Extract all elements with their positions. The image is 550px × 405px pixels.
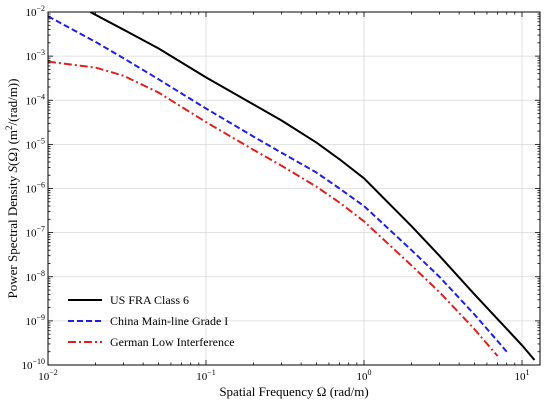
y-axis-title-func: S	[5, 165, 20, 172]
series-line-2	[48, 15, 508, 353]
series-line-1	[89, 12, 536, 361]
series-lines	[48, 12, 536, 361]
y-axis-title-mid: (Ω) (m	[5, 130, 20, 166]
y-tick-label: 10−6	[25, 181, 45, 196]
x-tick-label: 100	[356, 368, 371, 383]
y-axis-title: Power Spectral Density S(Ω) (m2/(rad/m))	[4, 79, 20, 299]
y-tick-label: 10−2	[25, 4, 45, 19]
legend: US FRA Class 6 China Main-line Grade I Ger…	[68, 293, 235, 349]
legend-label-2: China Main-line Grade I	[110, 314, 228, 328]
x-axis-title: Spatial Frequency Ω (rad/m)	[219, 384, 368, 399]
y-tick-label: 10−3	[25, 48, 45, 63]
y-axis-title-suffix: /(rad/m))	[5, 79, 20, 126]
y-axis-title-prefix: Power Spectral Density	[5, 172, 20, 298]
x-tick-label: 10−2	[38, 368, 58, 383]
y-tick-label: 10−10	[21, 357, 45, 372]
x-tick-label: 10−1	[196, 368, 216, 383]
axis-ticks	[47, 11, 540, 366]
legend-label-3: German Low Interference	[110, 335, 235, 349]
y-tick-label: 10−4	[25, 92, 45, 107]
y-axis-title-sup: 2	[4, 125, 14, 130]
tick-labels: 10−2 10−1 100 101 10−10 10−9 10−8 10−7 10−6 10−5 1…	[21, 4, 529, 383]
y-tick-label: 10−8	[25, 269, 45, 284]
legend-label-1: US FRA Class 6	[110, 293, 189, 307]
grid	[47, 11, 540, 366]
y-tick-label: 10−9	[25, 313, 45, 328]
x-tick-label: 101	[514, 368, 529, 383]
series-line-3	[48, 60, 499, 357]
y-tick-label: 10−7	[25, 225, 45, 240]
y-tick-label: 10−5	[25, 136, 45, 151]
